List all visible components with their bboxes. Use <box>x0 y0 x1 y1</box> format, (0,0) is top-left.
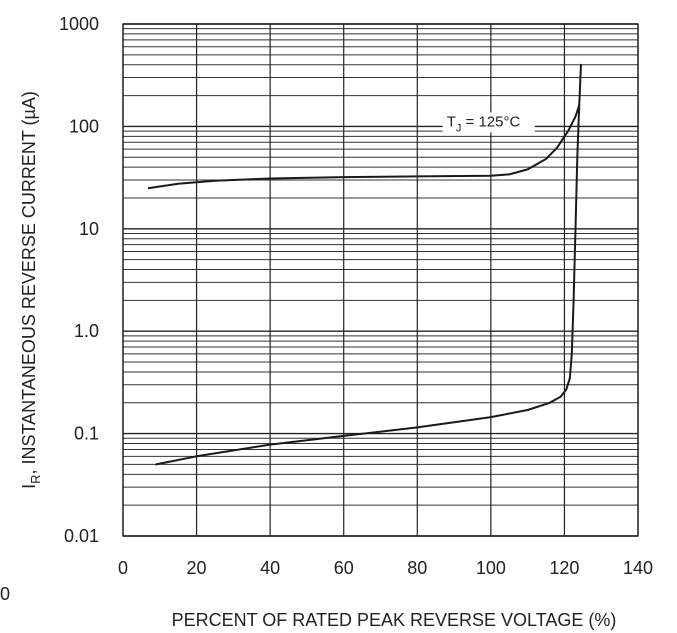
y-axis-title-main: I <box>19 484 39 489</box>
y-axis-title-rest: , INSTANTANEOUS REVERSE CURRENT (µA) <box>19 91 39 474</box>
x-tick-label: 20 <box>187 558 207 578</box>
y-tick-label: 100 <box>69 116 99 136</box>
y-axis-title-sub: R <box>28 475 43 484</box>
x-tick-label: 80 <box>407 558 427 578</box>
series-layer: TJ = 125°CTJ = 25°C <box>147 63 582 466</box>
x-tick-label: 60 <box>334 558 354 578</box>
y-tick-label: 10 <box>79 219 99 239</box>
x-tick-label: 140 <box>623 558 653 578</box>
x-tick-label: 40 <box>260 558 280 578</box>
stray-tick-label: 0 <box>0 584 10 604</box>
y-tick-label: 0.01 <box>64 526 99 546</box>
x-axis-title: PERCENT OF RATED PEAK REVERSE VOLTAGE (%… <box>172 610 617 630</box>
plot-frame <box>122 23 639 537</box>
series-label-0: TJ = 125°C <box>447 113 521 134</box>
series-line-0 <box>147 104 581 190</box>
tick-layer: 0 20 40 60 80 100 120 140 0.01 0.1 1.0 10 100 1000 <box>59 14 653 578</box>
y-tick-label: 0.1 <box>74 424 99 444</box>
y-tick-label: 1.0 <box>74 321 99 341</box>
y-axis-title: IR, INSTANTANEOUS REVERSE CURRENT (µA) <box>19 91 43 489</box>
x-tick-label: 120 <box>549 558 579 578</box>
x-tick-label: 100 <box>476 558 506 578</box>
series-label-bg <box>442 112 535 133</box>
x-tick-label: 0 <box>118 558 128 578</box>
series-line-1 <box>155 63 582 466</box>
grid-layer <box>122 23 639 537</box>
y-tick-label: 1000 <box>59 14 99 34</box>
